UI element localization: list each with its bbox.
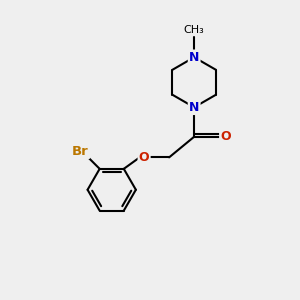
Text: CH₃: CH₃ [184,25,205,34]
Text: N: N [189,101,200,114]
Text: O: O [220,130,231,143]
Text: O: O [139,151,149,164]
Text: N: N [189,51,200,64]
Text: Br: Br [72,145,89,158]
